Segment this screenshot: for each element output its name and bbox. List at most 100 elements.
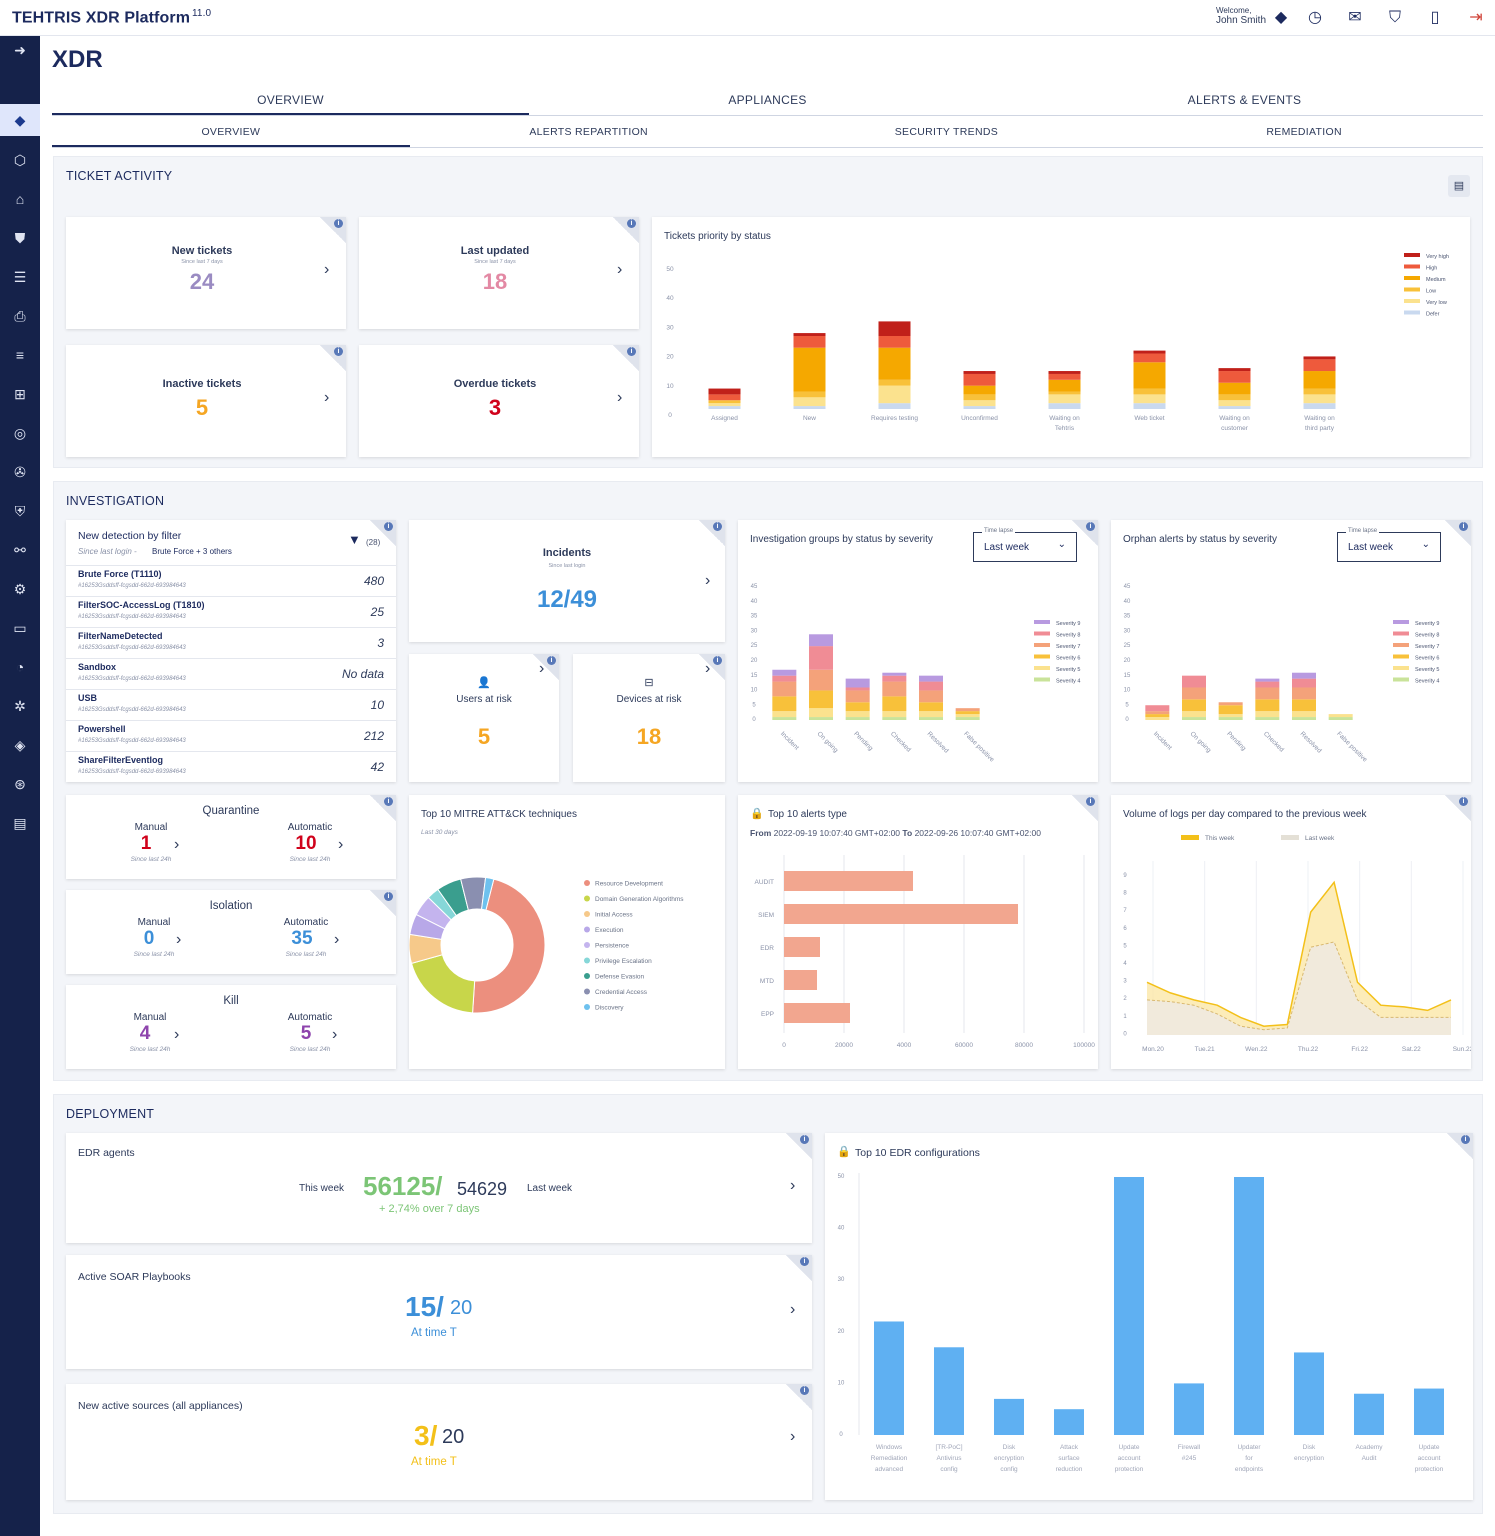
info-icon[interactable] <box>699 654 725 680</box>
gear-bug-icon[interactable]: ✲ <box>14 698 26 714</box>
detection-row[interactable]: Brute Force (T1110) #16253Gsddsff-fcgsdd-… <box>66 565 396 596</box>
x-tick-label: Pending <box>852 730 874 752</box>
network-icon[interactable]: ⊞ <box>14 386 26 402</box>
info-icon[interactable] <box>613 345 639 371</box>
shield-icon[interactable]: ⛊ <box>14 230 26 246</box>
info-icon[interactable] <box>1072 795 1098 821</box>
chevron-right-icon[interactable]: › <box>705 572 711 589</box>
monitor-icon[interactable]: ▭ <box>13 620 27 636</box>
inactive-tickets-card[interactable]: Inactive tickets 5 › <box>66 345 346 457</box>
tag-icon[interactable]: ⛉ <box>1388 9 1401 26</box>
active-sources-card[interactable]: New active sources (all appliances) 3/ 2… <box>66 1384 812 1500</box>
x-tick-label: Sat.22 <box>1402 1046 1421 1053</box>
diamond-nav-icon[interactable]: ◆ <box>1274 9 1288 26</box>
tab-appliances[interactable]: APPLIANCES <box>728 93 807 107</box>
info-icon[interactable] <box>370 890 396 916</box>
detection-row[interactable]: FilterSOC-AccessLog (T1810) #16253Gsddsff… <box>66 596 396 627</box>
target-icon[interactable]: ◎ <box>13 425 27 441</box>
soar-playbooks-card[interactable]: Active SOAR Playbooks 15/ 20 At time T › <box>66 1255 812 1369</box>
chevron-right-icon[interactable]: › <box>324 261 330 278</box>
report-icon[interactable]: ⎙ <box>14 308 26 324</box>
mail-icon[interactable]: ✉ <box>1348 9 1362 26</box>
pie-icon[interactable]: ◔ <box>15 659 25 675</box>
notes-icon[interactable]: ▤ <box>13 815 27 831</box>
support-icon[interactable]: ⊛ <box>14 776 26 792</box>
groups-time-dropdown[interactable]: Time lapse Last week ⌄ <box>973 528 1077 562</box>
last-updated-card[interactable]: Last updated Since last 7 days 18 › <box>359 217 639 329</box>
filter-icon[interactable]: ▼ <box>348 532 361 547</box>
xdr-icon[interactable]: ◆ <box>0 104 40 136</box>
chevron-right-icon[interactable]: › <box>539 660 545 677</box>
chevron-right-icon[interactable]: › <box>790 1177 796 1194</box>
info-icon[interactable] <box>786 1384 812 1410</box>
detection-row[interactable]: FilterNameDetected #16253Gsddsff-fcgsdd-6… <box>66 627 396 658</box>
document-icon[interactable]: ▯ <box>1430 9 1440 26</box>
subtab-security-trends[interactable]: SECURITY TRENDS <box>894 126 999 138</box>
brand[interactable]: TEHTRIS XDR Platform 11.0 <box>12 8 211 27</box>
info-icon[interactable] <box>320 217 346 243</box>
x-tick-label: reduction <box>1056 1466 1083 1473</box>
hierarchy-icon[interactable]: ⚯ <box>14 542 26 558</box>
info-icon[interactable] <box>786 1255 812 1281</box>
filter-icon[interactable]: ≡ <box>15 347 25 363</box>
edr-agents-card[interactable]: EDR agents This week 56125/ 54629 Last w… <box>66 1133 812 1243</box>
overdue-tickets-card[interactable]: Overdue tickets 3 › <box>359 345 639 457</box>
clock-icon[interactable]: ◷ <box>1308 9 1322 26</box>
x-tick-label: Waiting on <box>1219 415 1250 422</box>
chevron-right-icon[interactable]: › <box>324 389 330 406</box>
shield-play-icon[interactable]: ⬡ <box>13 152 27 168</box>
chevron-right-icon[interactable]: › <box>332 1026 338 1043</box>
logout-icon[interactable]: ⇥ <box>1469 9 1483 26</box>
detection-row[interactable]: Sandbox #16253Gsddsff-fcgsdd-662d-6939846… <box>66 658 396 689</box>
subtab-remediation[interactable]: REMEDIATION <box>1266 126 1342 138</box>
info-icon[interactable] <box>699 520 725 546</box>
shield-check-icon[interactable]: ⛨ <box>14 503 26 519</box>
detection-row[interactable]: USB #16253Gsddsff-fcgsdd-662d-693984643 10 <box>66 689 396 720</box>
info-icon[interactable] <box>533 654 559 680</box>
chevron-right-icon[interactable]: › <box>705 660 711 677</box>
x-tick-label: encryption <box>1294 1455 1324 1462</box>
info-icon[interactable] <box>320 345 346 371</box>
chevron-right-icon[interactable]: › <box>174 1026 180 1043</box>
new-tickets-card[interactable]: New tickets Since last 7 days 24 › <box>66 217 346 329</box>
chevron-right-icon[interactable]: › <box>617 261 623 278</box>
info-icon[interactable] <box>1445 520 1471 546</box>
export-icon[interactable]: ▤ <box>1448 175 1470 197</box>
legend-label: Last week <box>1305 835 1335 842</box>
integration-icon[interactable]: ◈ <box>14 737 26 753</box>
chevron-right-icon[interactable]: › <box>790 1428 796 1445</box>
info-icon[interactable] <box>1445 795 1471 821</box>
chevron-right-icon[interactable]: › <box>334 931 340 948</box>
chevron-right-icon[interactable]: › <box>174 836 180 853</box>
chevron-right-icon[interactable]: › <box>790 1301 796 1318</box>
info-icon[interactable] <box>1447 1133 1473 1159</box>
incidents-card[interactable]: Incidents Since last login 12/49 › <box>409 520 725 642</box>
detection-row[interactable]: Powershell #16253Gsddsff-fcgsdd-662d-6939… <box>66 720 396 751</box>
search-list-icon[interactable]: ☰ <box>13 269 27 285</box>
info-icon[interactable] <box>370 795 396 821</box>
chevron-right-icon[interactable]: › <box>338 836 344 853</box>
x-tick-label: Remediation <box>871 1455 908 1462</box>
expand-icon[interactable]: ➜ <box>14 42 26 58</box>
edr-delta: + 2,74% over 7 days <box>379 1203 480 1215</box>
chevron-right-icon[interactable]: › <box>176 931 182 948</box>
subtab-overview[interactable]: OVERVIEW <box>52 122 410 147</box>
tab-overview[interactable]: OVERVIEW <box>52 90 529 115</box>
orphan-time-dropdown[interactable]: Time lapse Last week ⌄ <box>1337 528 1441 562</box>
info-icon[interactable] <box>613 217 639 243</box>
devices-at-risk-card[interactable]: ⊟ Devices at risk 18 › <box>573 654 725 782</box>
info-icon[interactable] <box>370 520 396 546</box>
lock-icon[interactable]: ⌂ <box>15 191 25 207</box>
detection-row-name: Brute Force (T1110) <box>78 569 162 579</box>
chevron-right-icon[interactable]: › <box>617 389 623 406</box>
x-tick-label: Disk <box>1303 1444 1316 1451</box>
subtab-alerts-repartition[interactable]: ALERTS REPARTITION <box>529 126 648 138</box>
info-icon[interactable] <box>786 1133 812 1159</box>
users-at-risk-card[interactable]: 👤 Users at risk 5 › <box>409 654 559 782</box>
detection-row-hash: #16253Gsddsff-fcgsdd-662d-693984643 <box>78 676 186 682</box>
settings-icon[interactable]: ⚙ <box>13 581 27 597</box>
radar-icon[interactable]: ✇ <box>14 464 26 480</box>
isolation-manual-label: Manual <box>137 917 171 928</box>
detection-row[interactable]: ShareFilterEventlog #16253Gsddsff-fcgsdd-… <box>66 751 396 782</box>
tab-alerts-events[interactable]: ALERTS & EVENTS <box>1187 93 1302 107</box>
